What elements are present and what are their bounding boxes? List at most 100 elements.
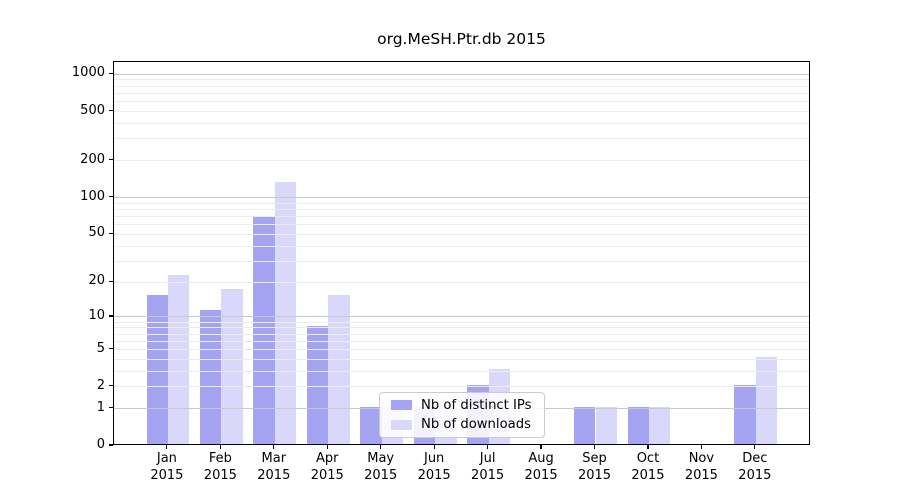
x-tick-month: Mar (261, 451, 287, 466)
y-tick-mark (108, 280, 113, 282)
x-tick-month: Jul (479, 451, 496, 466)
plot-area (113, 61, 810, 445)
x-tick-year: 2015 (150, 467, 184, 483)
y-tick-label: 500 (80, 102, 105, 118)
bar-distinct-ips (146, 294, 168, 444)
x-tick-mark (540, 445, 542, 449)
x-tick-month: May (367, 451, 395, 466)
chart-title: org.MeSH.Ptr.db 2015 (377, 30, 546, 48)
x-tick-label: Feb 2015 (190, 451, 250, 484)
x-tick-label: May 2015 (351, 451, 411, 484)
x-tick-mark (219, 445, 221, 449)
x-tick-year: 2015 (738, 467, 772, 483)
x-tick-mark (166, 445, 168, 449)
x-tick-year: 2015 (203, 467, 237, 483)
grid-line-minor (114, 138, 809, 140)
legend-swatch-distinct-ips-icon (391, 400, 412, 411)
x-tick-year: 2015 (631, 467, 665, 483)
x-tick-year: 2015 (471, 467, 505, 483)
bar-distinct-ips (574, 406, 596, 444)
grid-line-minor (114, 233, 809, 235)
y-tick-label: 200 (80, 151, 105, 167)
x-tick-label: Mar 2015 (244, 451, 304, 484)
x-tick-label: Dec 2015 (725, 451, 785, 484)
y-tick-label: 5 (96, 340, 105, 356)
x-tick-year: 2015 (310, 467, 344, 483)
legend-item-downloads: Nb of downloads (391, 417, 544, 432)
grid-line-minor (114, 224, 809, 226)
x-tick-label: Jan 2015 (137, 451, 197, 484)
grid-line-minor (114, 101, 809, 103)
y-tick-mark (108, 232, 113, 235)
x-tick-year: 2015 (577, 467, 612, 483)
x-tick-month: Jan (156, 451, 177, 466)
bar-downloads (328, 294, 350, 444)
x-tick-label: Sep 2015 (565, 451, 625, 484)
grid-line-minor (114, 281, 809, 283)
x-tick-mark (433, 445, 435, 449)
x-tick-mark (700, 445, 702, 449)
legend-swatch-downloads-icon (391, 419, 412, 430)
y-tick-mark (108, 72, 113, 74)
grid-line-minor (114, 333, 809, 335)
x-tick-label: Aug 2015 (511, 451, 571, 484)
x-tick-month: Dec (742, 451, 768, 466)
bar-downloads (595, 406, 617, 444)
y-tick-label: 0 (96, 437, 105, 452)
y-tick-mark (108, 385, 113, 387)
bar-distinct-ips (360, 406, 382, 444)
x-tick-mark (593, 445, 596, 449)
grid-line-minor (114, 216, 809, 218)
y-tick-mark (108, 159, 113, 161)
grid-line-major (114, 316, 809, 318)
bar-downloads (755, 357, 778, 444)
y-tick-label: 50 (88, 225, 105, 241)
x-tick-year: 2015 (524, 467, 558, 483)
bar-distinct-ips (734, 384, 756, 444)
x-tick-mark (487, 445, 489, 449)
y-tick-mark (108, 444, 113, 446)
x-tick-month: Sep (582, 451, 607, 466)
y-tick-mark (108, 315, 113, 317)
x-tick-month: Apr (316, 451, 339, 466)
grid-line-minor (114, 386, 809, 388)
legend-label-downloads: Nb of downloads (421, 417, 531, 433)
grid-line-minor (114, 85, 809, 87)
y-tick-label: 1 (96, 399, 105, 415)
y-tick-label: 10 (88, 307, 105, 323)
x-tick-mark (273, 445, 275, 449)
bar-distinct-ips (253, 216, 275, 444)
y-tick-mark (108, 196, 113, 198)
x-tick-label: Jun 2015 (404, 451, 464, 484)
y-tick-mark (108, 348, 113, 350)
x-tick-month: Jun (423, 451, 445, 466)
legend-label-distinct-ips: Nb of distinct IPs (421, 397, 532, 413)
legend-item-distinct-ips: Nb of distinct IPs (391, 398, 544, 413)
grid-line-major (114, 197, 809, 199)
y-tick-label: 2 (96, 377, 105, 393)
grid-line-minor (114, 260, 809, 262)
x-tick-label: Nov 2015 (671, 451, 731, 484)
y-tick-label: 100 (80, 188, 105, 204)
x-tick-month: Oct (636, 451, 660, 466)
grid-line-minor (114, 370, 809, 372)
grid-line-minor (114, 123, 809, 125)
x-tick-year: 2015 (257, 467, 291, 483)
grid-line-minor (114, 202, 809, 204)
x-tick-year: 2015 (417, 467, 451, 483)
x-tick-month: Nov (688, 451, 715, 466)
grid-line-minor (114, 349, 809, 351)
y-tick-mark (108, 109, 113, 112)
grid-line-minor (114, 160, 809, 162)
x-tick-mark (647, 445, 649, 449)
bar-downloads (274, 181, 297, 444)
x-tick-mark (326, 445, 328, 449)
x-tick-year: 2015 (684, 467, 718, 483)
grid-line-minor (114, 327, 809, 329)
y-tick-label: 20 (88, 273, 105, 289)
grid-line-minor (114, 340, 809, 342)
grid-line-minor (114, 321, 809, 323)
x-tick-label: Jul 2015 (458, 451, 518, 484)
x-tick-month: Feb (208, 451, 232, 466)
